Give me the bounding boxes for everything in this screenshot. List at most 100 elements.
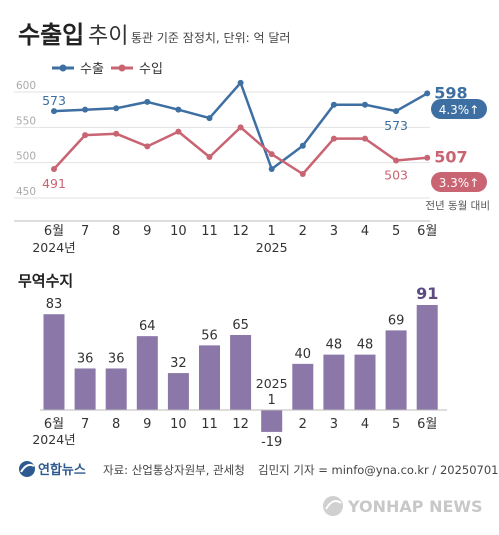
x-tick-label: 6월 <box>44 224 64 239</box>
data-point-export <box>82 106 89 113</box>
bar <box>136 336 158 410</box>
data-label-export: 573 <box>384 118 408 133</box>
bar <box>43 314 65 410</box>
y-tick-label: 550 <box>16 115 36 127</box>
bar-x-tick-label: 6월 <box>44 417 64 432</box>
badge-caption: 전년 동월 대비 <box>425 200 490 212</box>
data-point-export <box>299 142 306 149</box>
data-label-import: 503 <box>384 168 408 183</box>
bar-value-label: 48 <box>357 338 374 353</box>
data-point-import <box>175 128 182 135</box>
bar-value-label: 83 <box>46 297 63 312</box>
data-label-import: 491 <box>42 176 66 191</box>
page-title: 수출입 <box>18 21 84 49</box>
bar-x-tick-label: 3 <box>330 417 338 432</box>
bar-x-tick-label: 6월 <box>417 417 437 432</box>
bar <box>105 368 127 410</box>
bar-x-tick-label: 4 <box>361 417 369 432</box>
footer: 연합뉴스 자료: 산업통상자원부, 관세청 김민지 기자 = minfo@yna… <box>19 461 499 516</box>
legend-export-dot <box>59 64 67 72</box>
y-tick-label: 450 <box>16 186 36 198</box>
x-tick-label: 4 <box>361 224 369 239</box>
data-point-export <box>268 166 275 173</box>
data-point-import <box>113 130 120 137</box>
data-point-import <box>299 170 306 177</box>
badge-import-text: 3.3%↑ <box>439 176 480 190</box>
data-point-import <box>330 135 337 142</box>
data-label-export: 598 <box>434 83 467 102</box>
bar <box>261 410 283 432</box>
line-y-tick-labels: 600 550 500 450 <box>16 80 36 198</box>
bars-group <box>43 305 438 432</box>
watermark-icon <box>323 496 343 516</box>
bar-x-tick-label: 5 <box>392 417 400 432</box>
bar <box>385 330 407 410</box>
legend-export-label: 수출 <box>80 62 104 77</box>
data-point-export <box>393 108 400 115</box>
bar-x-tick-label: 8 <box>112 417 120 432</box>
bar-value-label: 65 <box>232 318 249 333</box>
page-title-sub: 추이 <box>88 24 128 49</box>
bar <box>416 305 438 410</box>
bar-x-tick-label: 10 <box>170 417 187 432</box>
data-point-export <box>175 106 182 113</box>
line-gridlines <box>14 91 430 222</box>
line-chart: 600 550 500 450 573 573 598 491 503 507 4.3%↑ 3.… <box>14 79 490 222</box>
data-point-import <box>144 143 151 150</box>
data-point-import <box>268 151 275 158</box>
x-tick-label: 3 <box>330 224 338 239</box>
badge-import-bg <box>431 172 487 192</box>
bar-value-label: 69 <box>388 313 405 328</box>
data-point-export <box>237 79 244 86</box>
bar-x-tick-label: 9 <box>143 417 151 432</box>
bar-x-year-label: 2024년 <box>32 432 75 447</box>
credit-text: 김민지 기자 = minfo@yna.co.kr / 20250701 <box>258 463 499 477</box>
data-point-export <box>113 105 120 112</box>
logo-icon-swoosh <box>20 463 35 473</box>
bar-value-label: 32 <box>170 356 187 371</box>
badge-export-bg <box>431 99 487 119</box>
bar-value-label: 64 <box>139 319 156 334</box>
x-tick-label: 11 <box>201 224 218 239</box>
bar-value-label: -19 <box>261 435 282 450</box>
x-tick-label: 9 <box>143 224 151 239</box>
bar <box>230 335 252 410</box>
logo-text: 연합뉴스 <box>38 462 86 478</box>
series-line-import <box>53 126 428 176</box>
watermark-icon-swoosh <box>325 500 342 510</box>
x-tick-label: 10 <box>170 224 187 239</box>
bar-value-label: 40 <box>295 347 312 362</box>
bar-x-tick-label: 12 <box>232 417 249 432</box>
bar-value-label: 48 <box>326 338 343 353</box>
data-point-import <box>206 154 213 161</box>
data-point-import <box>237 124 244 131</box>
page-subtitle: 통관 기준 잠정치, 단위: 억 달러 <box>131 31 290 45</box>
header: 수출입 추이 통관 기준 잠정치, 단위: 억 달러 <box>18 21 290 49</box>
x-tick-label: 7 <box>81 224 89 239</box>
legend: 수출 수입 <box>52 62 163 77</box>
y-tick-label: 600 <box>16 80 36 92</box>
data-point-import <box>51 166 57 173</box>
y-tick-label: 500 <box>16 151 36 163</box>
legend-import-label: 수입 <box>139 62 163 77</box>
data-point-export <box>144 98 151 105</box>
line-points-group <box>51 79 431 177</box>
yonhap-logo: 연합뉴스 <box>19 461 86 478</box>
bar <box>354 354 376 410</box>
bar-value-label: 36 <box>108 351 125 366</box>
bar <box>167 373 189 410</box>
x-year-label: 2024년 <box>32 240 75 255</box>
badge-import: 3.3%↑ <box>431 172 487 192</box>
bar-chart-title: 무역수지 <box>18 272 73 290</box>
legend-import-dot <box>118 64 126 72</box>
bar <box>323 354 345 410</box>
data-point-import <box>82 132 89 139</box>
data-point-export <box>362 101 368 108</box>
x-tick-label: 12 <box>232 224 249 239</box>
bar-value-label: 36 <box>77 351 94 366</box>
data-point-import <box>362 135 368 142</box>
x-tick-label: 5 <box>392 224 400 239</box>
